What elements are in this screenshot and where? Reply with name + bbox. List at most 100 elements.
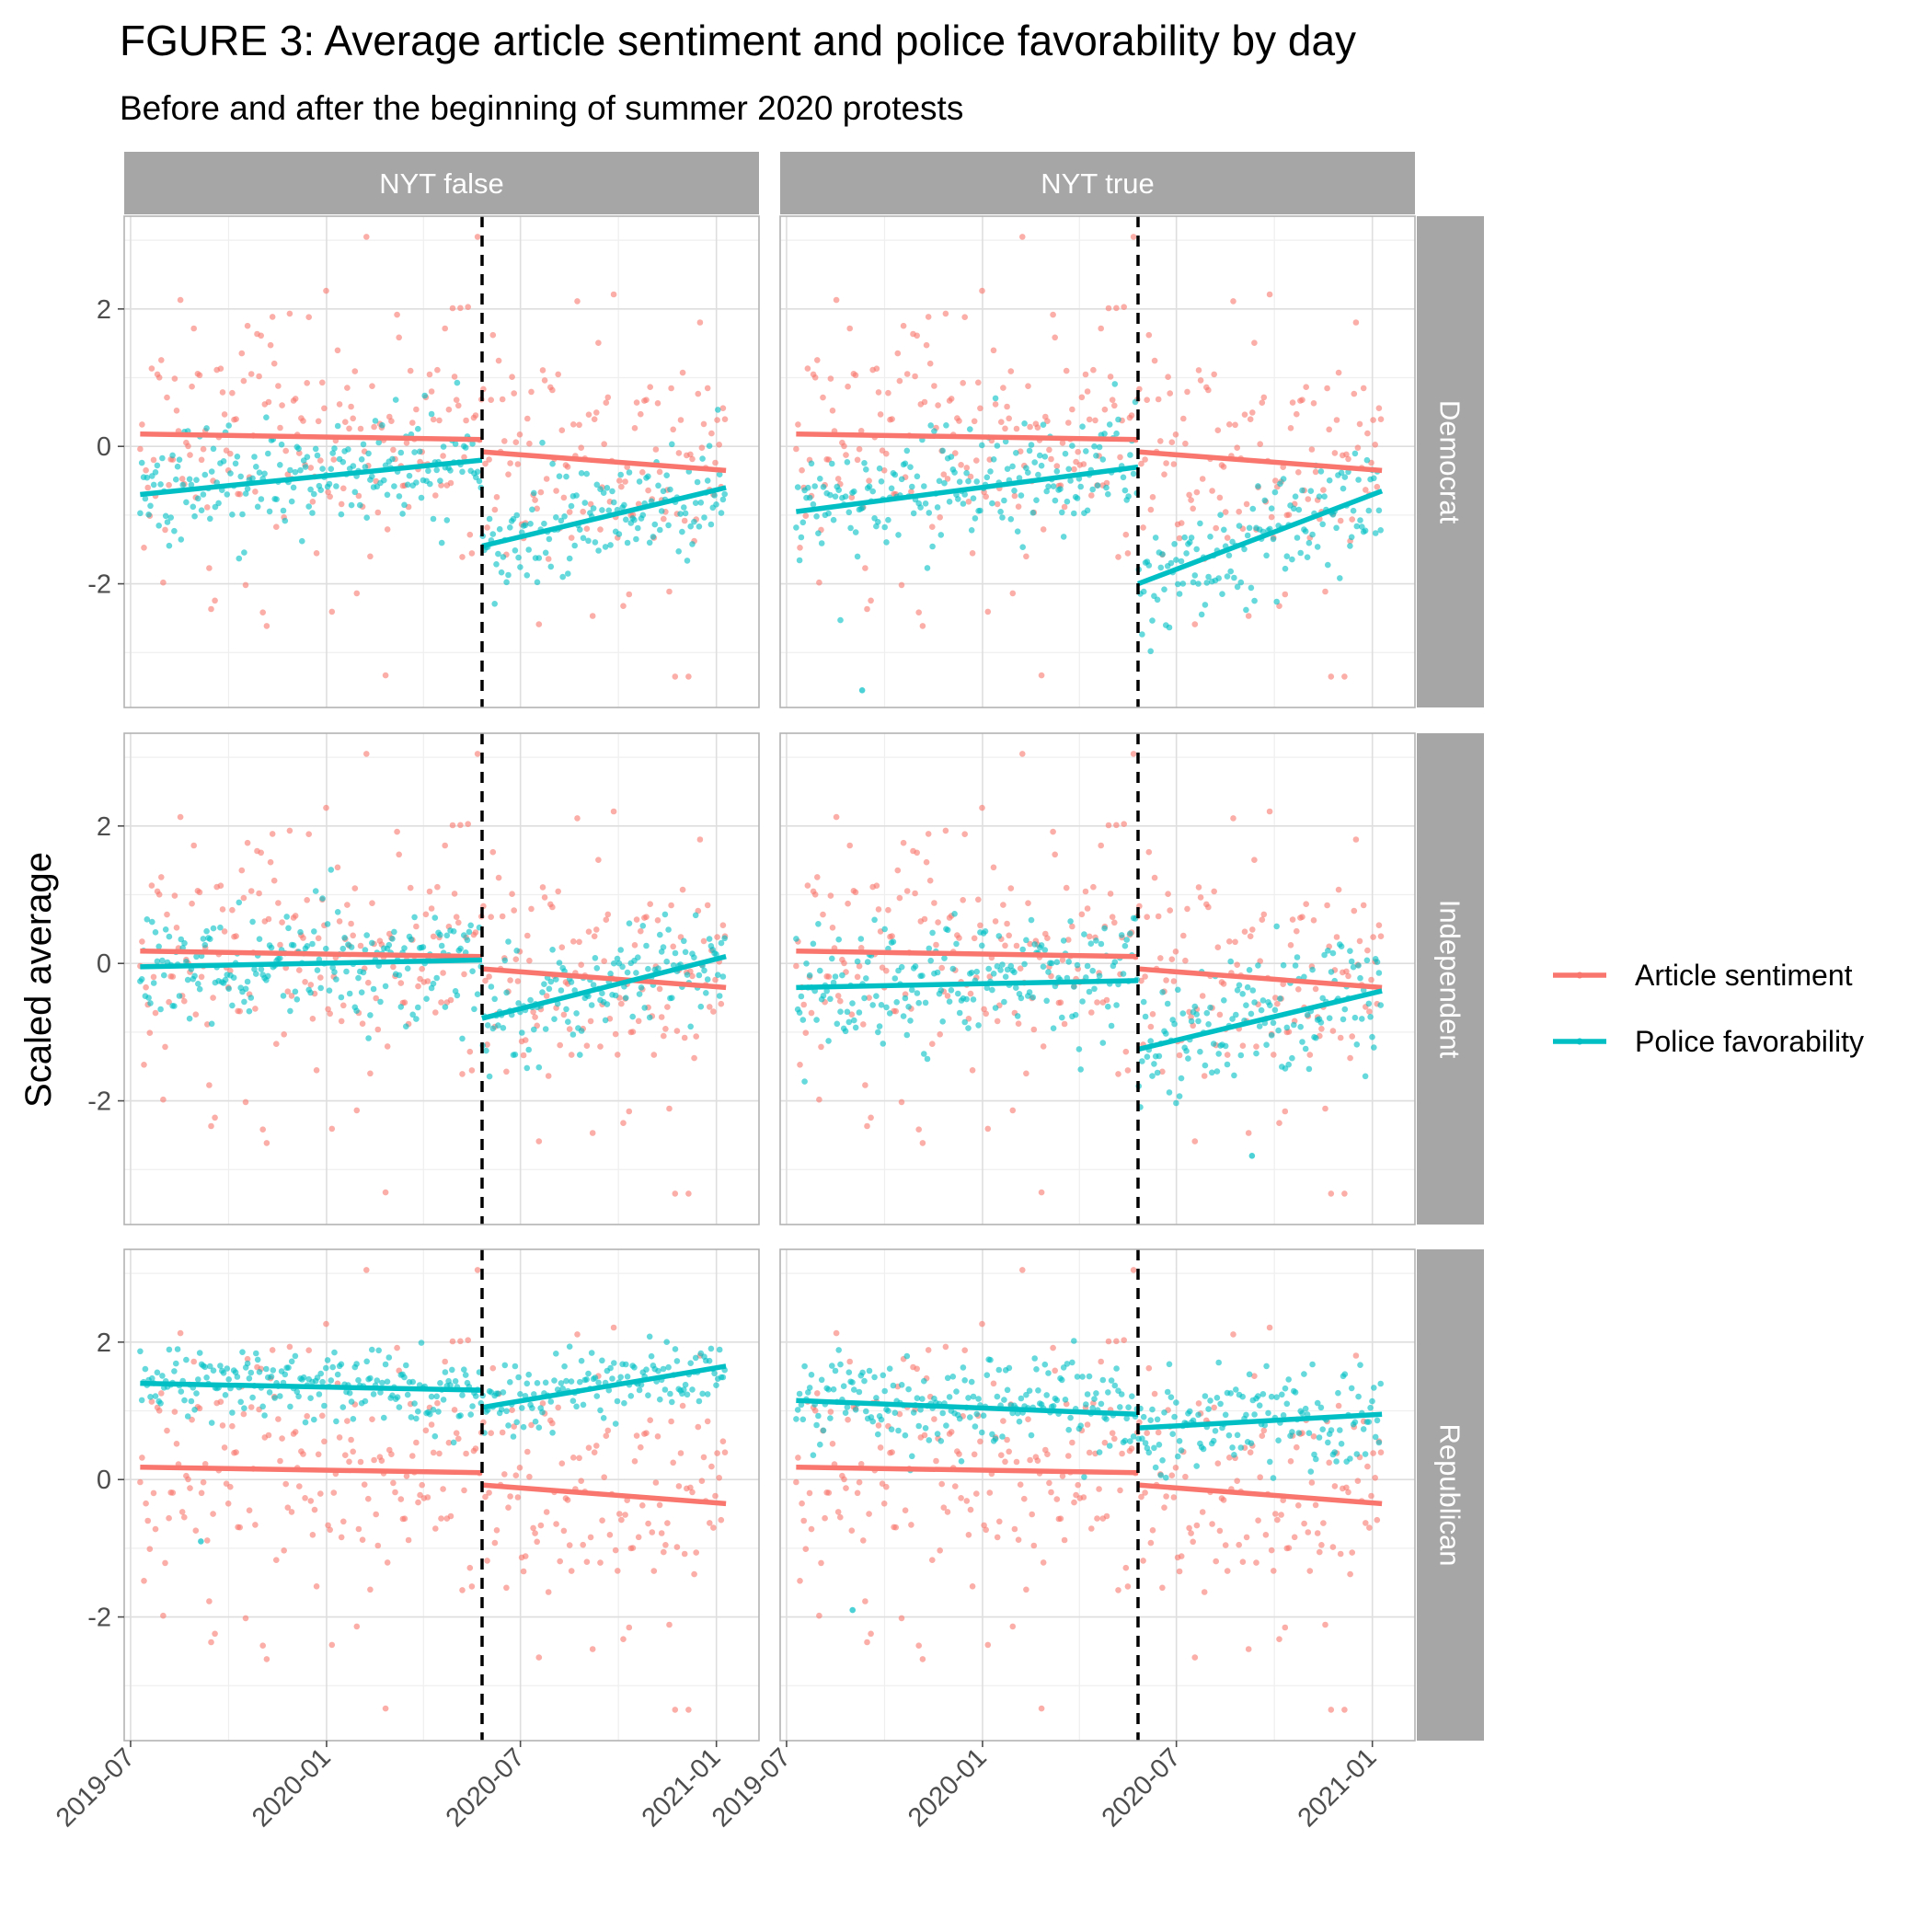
series-police-favorability-points	[793, 1338, 1384, 1614]
police-point	[1173, 1099, 1179, 1107]
police-point	[196, 985, 203, 993]
police-point	[914, 473, 921, 480]
police-point	[898, 1382, 905, 1388]
police-trend-post	[481, 954, 727, 1021]
police-point	[1111, 959, 1119, 965]
sentiment-point	[309, 1016, 316, 1022]
sentiment-point	[1130, 1267, 1137, 1273]
police-point	[404, 1391, 411, 1398]
police-point	[1197, 1048, 1203, 1055]
sentiment-point	[1243, 500, 1250, 508]
sentiment-point	[277, 424, 283, 431]
police-point	[1118, 1391, 1125, 1397]
police-point	[1347, 948, 1353, 954]
police-point	[1167, 1394, 1175, 1400]
police-point	[1029, 510, 1037, 516]
facet-strip-label: Republican	[1434, 1423, 1466, 1566]
police-point	[817, 967, 823, 974]
sentiment-point	[447, 1512, 454, 1520]
sentiment-point	[689, 455, 696, 463]
sentiment-point	[1159, 1068, 1166, 1075]
sentiment-point	[1356, 937, 1363, 945]
sentiment-point	[374, 509, 382, 516]
sentiment-point	[1040, 1043, 1047, 1050]
sentiment-point	[198, 1489, 205, 1497]
sentiment-point	[455, 1435, 462, 1443]
sentiment-point	[604, 911, 612, 918]
sentiment-point	[1249, 409, 1256, 416]
sentiment-point	[1124, 550, 1132, 557]
police-point	[1374, 959, 1381, 965]
police-point	[955, 496, 961, 502]
police-point	[217, 924, 224, 931]
police-point	[794, 484, 801, 490]
police-point	[270, 1367, 277, 1374]
facet-strip-column	[124, 152, 759, 214]
police-point	[167, 514, 174, 521]
sentiment-point	[221, 928, 228, 935]
police-point	[665, 1363, 672, 1371]
sentiment-point	[829, 408, 836, 414]
sentiment-point	[313, 550, 320, 557]
police-point	[1149, 1406, 1156, 1413]
police-point	[265, 450, 271, 457]
police-point	[1026, 989, 1033, 995]
police-point	[1200, 1445, 1207, 1453]
police-point	[844, 1008, 851, 1016]
police-point	[1202, 1393, 1209, 1399]
sentiment-point	[1111, 919, 1118, 926]
sentiment-point	[1318, 1542, 1325, 1548]
police-point	[1157, 564, 1165, 571]
sentiment-point	[845, 383, 851, 390]
legend-label: Police favorability	[1635, 1025, 1864, 1058]
police-point	[1282, 565, 1289, 572]
police-point	[842, 493, 849, 500]
sentiment-point	[868, 1630, 874, 1638]
police-point	[979, 442, 985, 449]
sentiment-point	[445, 406, 453, 413]
police-point	[937, 532, 945, 538]
police-point	[1225, 1432, 1233, 1439]
police-point	[1033, 1366, 1040, 1373]
sentiment-point	[1082, 888, 1089, 895]
police-point	[527, 521, 534, 527]
police-point	[1096, 972, 1103, 979]
sentiment-point	[942, 1343, 949, 1351]
sentiment-point	[1084, 388, 1091, 395]
police-point	[878, 478, 885, 485]
sentiment-point	[1257, 1474, 1263, 1480]
police-point	[1139, 1058, 1145, 1064]
police-point	[454, 379, 461, 386]
sentiment-point	[434, 1399, 441, 1407]
police-point	[539, 1409, 546, 1416]
sentiment-point	[1025, 1416, 1031, 1422]
police-point	[1377, 1002, 1384, 1008]
x-tick-label: 2020-01	[247, 1742, 337, 1833]
police-point	[515, 554, 522, 561]
police-point	[462, 1372, 469, 1378]
sentiment-point	[685, 1190, 692, 1197]
police-point	[1215, 575, 1222, 581]
sentiment-point	[1266, 808, 1273, 815]
sentiment-point	[854, 1489, 861, 1497]
police-point	[985, 965, 992, 972]
sentiment-point	[1375, 405, 1383, 412]
police-point	[1239, 1393, 1246, 1400]
police-point	[1350, 507, 1357, 514]
police-point	[374, 1377, 381, 1384]
sentiment-point	[394, 828, 400, 835]
police-point	[970, 495, 977, 501]
sentiment-point	[493, 494, 500, 500]
police-point	[311, 928, 317, 935]
sentiment-point	[1214, 944, 1222, 950]
police-point	[159, 454, 166, 462]
sentiment-point	[643, 1430, 650, 1436]
sentiment-point	[317, 457, 324, 464]
sentiment-point	[407, 884, 414, 891]
police-point	[1291, 1021, 1297, 1029]
sentiment-point	[206, 1598, 213, 1604]
police-point	[929, 929, 936, 937]
police-point	[1294, 535, 1301, 541]
sentiment-point	[292, 1429, 299, 1435]
police-point	[258, 496, 265, 502]
